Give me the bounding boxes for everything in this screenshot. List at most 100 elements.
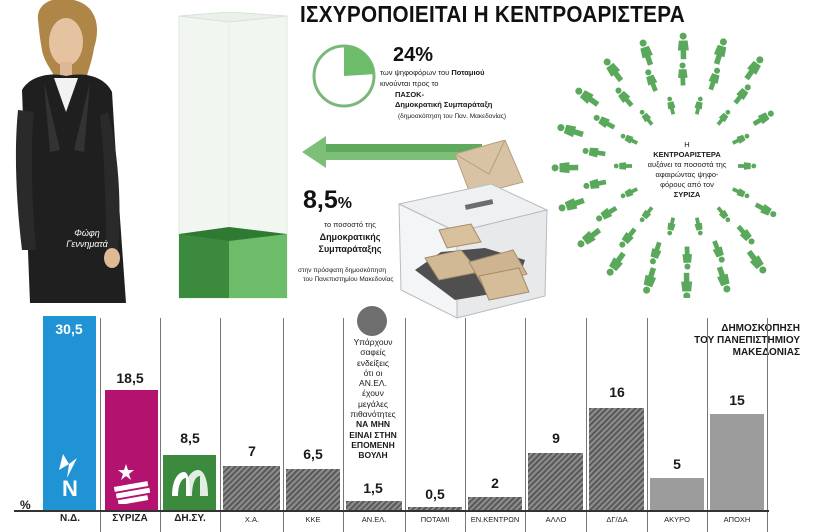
person-icon <box>716 266 731 293</box>
bar-dgda <box>589 408 644 510</box>
person-icon <box>558 197 585 212</box>
person-icon <box>620 187 639 199</box>
bar-anel <box>346 501 402 510</box>
column-separator <box>707 318 708 532</box>
nd-logo-text: Ν <box>62 476 78 500</box>
person-icon <box>620 133 639 145</box>
dem-percent-number: 8,5 <box>303 186 338 214</box>
label-enkentron: ΕΝ.ΚΕΝΤΡΩΝ <box>470 515 520 524</box>
potami-pie <box>312 44 376 108</box>
dem-line3: Συμπαράταξης <box>318 244 382 254</box>
anel-note-line: έχουν <box>362 388 384 399</box>
anel-note-line: ΒΟΥΛΗ <box>358 450 388 461</box>
person-icon <box>615 87 634 108</box>
photo-caption: Φώφη Γεννηματά <box>54 228 120 250</box>
label-xa: Χ.Α. <box>244 515 260 524</box>
nd-logo-icon: Ν <box>59 454 78 500</box>
person-icon <box>606 251 626 276</box>
column-separator <box>100 318 101 532</box>
person-icon <box>667 217 676 236</box>
person-icon <box>557 124 584 138</box>
person-icon <box>643 267 657 294</box>
anel-note: Υπάρχουν σαφείς ενδείξεις ότι οι ΑΝ.ΕΛ. … <box>341 337 405 461</box>
person-icon <box>649 241 662 265</box>
person-icon <box>712 240 725 263</box>
bar-nd <box>43 316 96 510</box>
potami-line3: ΠΑΣΟΚ- <box>395 90 425 99</box>
person-icon <box>645 69 658 92</box>
center-line: αφαιρώντας ψηφο- <box>655 170 719 179</box>
pie-slice <box>344 46 374 76</box>
dem-line4: στην πρόσφατη δημοσκόπηση <box>298 267 387 274</box>
chart-baseline <box>14 510 769 512</box>
value-allo: 9 <box>552 430 560 446</box>
label-apoxh: ΑΠΟΧΗ <box>723 515 751 524</box>
bar-kke <box>286 469 340 510</box>
person-icon <box>551 162 579 174</box>
potami-percent: 24% <box>393 44 434 66</box>
value-kke: 6,5 <box>303 446 323 462</box>
column-separator <box>525 318 526 532</box>
dem-line1: το ποσοστό της <box>324 220 376 229</box>
people-ring <box>551 32 777 298</box>
person-icon <box>733 84 751 105</box>
center-line: αυξάνει τα ποσοστά της <box>647 160 727 169</box>
column-separator <box>586 318 587 532</box>
person-icon <box>744 56 764 81</box>
label-potami: ΠΟΤΑΜΙ <box>420 515 450 524</box>
label-dhsy: ΔΗ.ΣΥ. <box>174 513 206 524</box>
column-separator <box>465 318 466 532</box>
potami-line1-pre: των ψηφοφόρων του <box>380 68 452 77</box>
label-dgda: ΔΓ/ΔΑ <box>606 515 628 524</box>
person-icon <box>731 133 750 145</box>
person-icon <box>713 38 727 65</box>
anel-note-line: σαφείς <box>360 347 386 358</box>
ballot-box-icon <box>397 140 549 319</box>
person-icon <box>582 147 606 158</box>
label-kke: ΚΚΕ <box>305 515 321 524</box>
dem-percent: 8,5% <box>303 186 352 215</box>
person-icon <box>716 109 731 126</box>
person-icon <box>603 58 624 83</box>
label-akyro: ΑΚΥΡΟ <box>664 515 690 524</box>
bar-akyro <box>650 478 704 510</box>
person-icon <box>619 227 637 248</box>
column-separator <box>160 318 161 532</box>
person-icon <box>667 96 676 115</box>
center-line: ΣΥΡΙΖΑ <box>673 190 701 199</box>
center-line: φόρους από τον <box>660 180 714 189</box>
person-icon <box>677 32 689 60</box>
potami-line1-bold: Ποταμιού <box>451 68 485 77</box>
person-icon <box>746 249 767 274</box>
portrait-photo: Φώφη Γεννηματά <box>0 0 175 303</box>
person-icon <box>639 39 654 66</box>
center-text: Η ΚΕΝΤΡΟΑΡΙΣΤΕΡΑ αυξάνει τα ποσοστά της … <box>632 140 742 200</box>
person-icon <box>752 110 774 127</box>
person-icon <box>639 109 654 126</box>
potami-line4: Δημοκρατική Συμπαράταξη <box>395 100 493 109</box>
person-icon <box>678 62 688 86</box>
column-separator <box>647 318 648 532</box>
portrait-illustration <box>0 0 175 303</box>
label-syriza: ΣΥΡΙΖΑ <box>112 513 148 524</box>
survey-title: ΔΗΜΟΣΚΟΠΗΣΗ ΤΟΥ ΠΑΝΕΠΙΣΤΗΜΙΟΥ ΜΑΚΕΔΟΝΙΑΣ <box>640 323 800 359</box>
potami-line2: κινούνται προς το <box>380 79 439 88</box>
level-cylinder <box>178 12 288 299</box>
people-starburst <box>551 32 777 298</box>
anel-note-line: ΕΙΝΑΙ ΣΤΗΝ <box>349 429 397 440</box>
caption-line: Φώφη <box>74 228 100 238</box>
person-icon <box>716 206 731 223</box>
potami-line1: των ψηφοφόρων του Ποταμιού <box>380 68 520 77</box>
column-separator <box>343 318 344 532</box>
value-dhsy: 8,5 <box>180 430 200 446</box>
value-dgda: 16 <box>609 384 625 400</box>
person-icon <box>639 206 654 223</box>
potami-source: (δημοσκόπηση του Παν. Μακεδονίας) <box>398 113 507 120</box>
person-icon <box>593 114 616 130</box>
dem-line5: του Πανεπιστημίου Μακεδονίας <box>303 276 394 283</box>
value-nd: 30,5 <box>55 321 83 337</box>
anel-note-line: ΑΝ.ΕΛ. <box>359 378 387 389</box>
dhsy-logo-icon <box>172 470 208 496</box>
person-icon <box>731 187 750 199</box>
survey-title-line: ΔΗΜΟΣΚΟΠΗΣΗ <box>721 323 800 334</box>
